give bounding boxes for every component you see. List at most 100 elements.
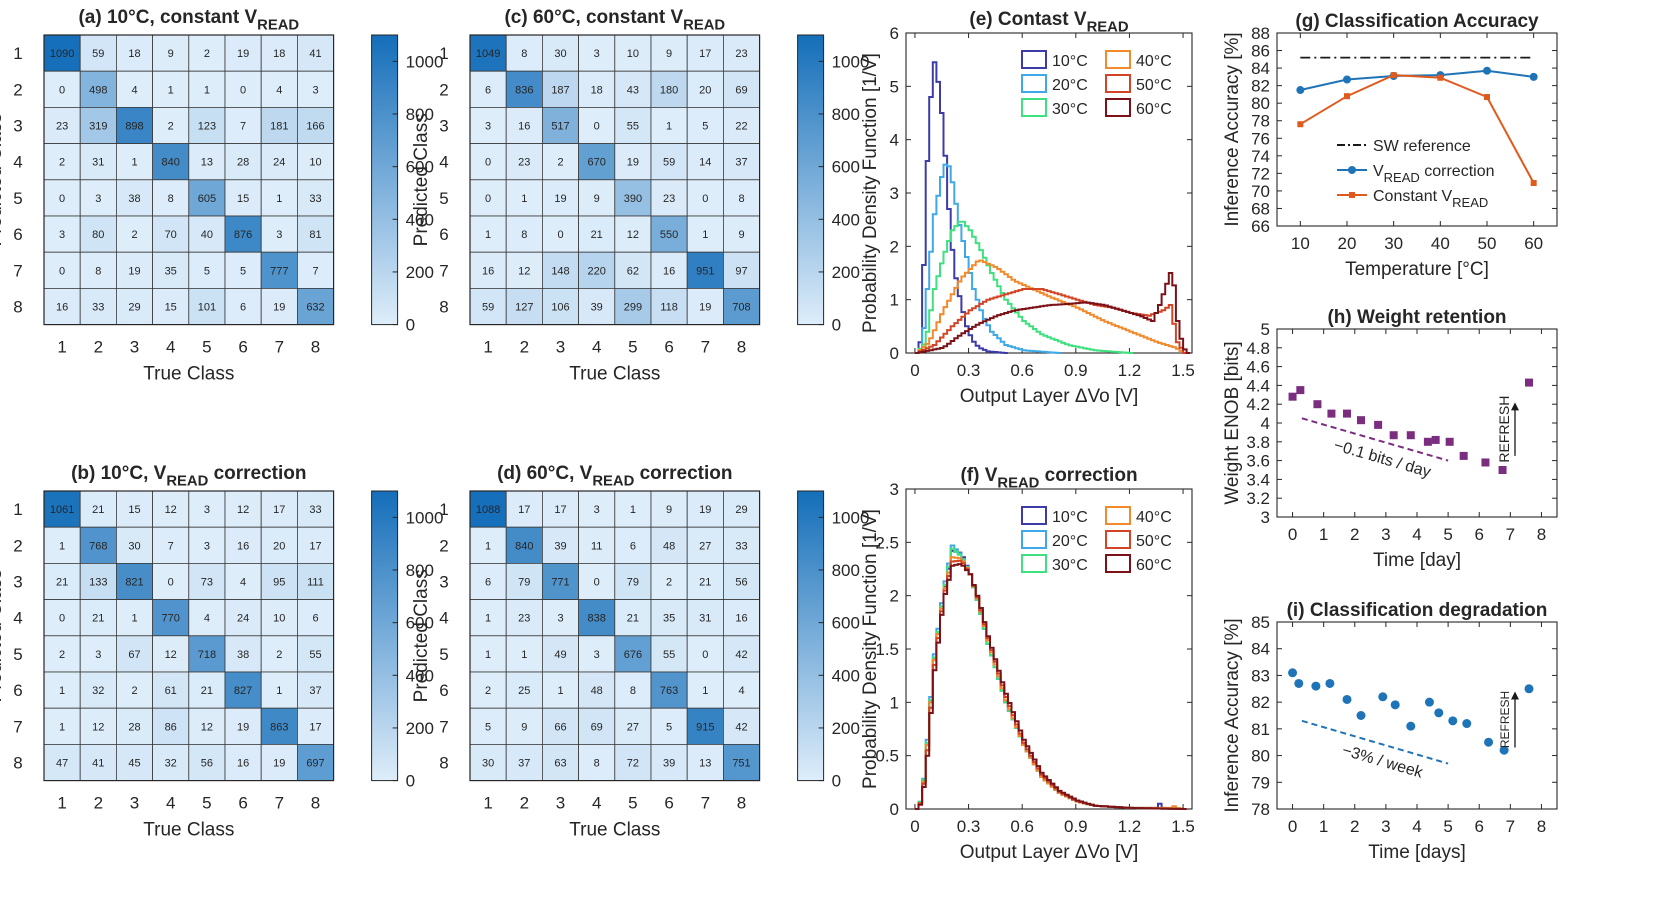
y-tick-label: 1.5 (875, 640, 899, 659)
x-tick-label: 5 (628, 338, 637, 357)
heatmap-cell (43, 251, 81, 289)
refresh-label: REFRESH (1498, 691, 1512, 748)
series-line-50c (914, 288, 1187, 354)
heatmap-cell-value: 8 (594, 758, 600, 770)
heatmap-cell (116, 251, 154, 289)
heatmap-cell (79, 635, 117, 673)
heatmap-cell (79, 707, 117, 745)
heatmap-cell-value: 3 (204, 540, 210, 552)
colorbar (797, 34, 825, 326)
y-tick-label: 3.4 (1246, 470, 1270, 489)
legend-label-text: SW reference (1373, 138, 1471, 155)
heatmap-cell-value: 697 (306, 758, 324, 770)
heatmap-cell-value: 23 (518, 157, 530, 169)
heatmap-cell-value: 550 (660, 229, 678, 241)
pdf-chart-f: 0 0.3 0.6 0.9 1.2 1.5 0 0.5 1 1.5 2 2.5 3 Output Laye… (860, 465, 1195, 863)
y-tick-label: 81 (1251, 720, 1270, 739)
legend-label: Constant VREAD (1373, 188, 1488, 210)
colorbar-tick-label: 800 (832, 105, 860, 124)
heatmap-cell (578, 526, 616, 564)
heatmap-cell (260, 599, 298, 637)
heatmap-cell-value: 148 (551, 265, 569, 277)
heatmap-cell (224, 707, 262, 745)
heatmap-cell-value: 101 (198, 302, 216, 314)
heatmap-cell-value: 3 (312, 84, 318, 96)
data-point (1378, 692, 1388, 702)
heatmap-cell-value: 32 (165, 758, 177, 770)
y-axis-label: Predicted Class (411, 569, 432, 702)
y-tick-label: 5 (13, 645, 22, 664)
heatmap-cell-value: 1061 (50, 504, 74, 516)
heatmap-cell-value: 3 (594, 649, 600, 661)
data-point (1389, 431, 1398, 440)
heatmap-cell-value: 390 (624, 193, 642, 205)
heatmap-cell-value: 3 (59, 229, 65, 241)
heatmap-cell (469, 287, 507, 325)
heatmap-cell-value: 55 (309, 649, 321, 661)
heatmap-cell (505, 599, 543, 637)
x-tick-label: 6 (1474, 817, 1483, 836)
heatmap-cell (469, 599, 507, 637)
x-tick-label: 8 (1537, 817, 1546, 836)
colorbar-tick-label: 200 (406, 719, 434, 738)
colorbar-tick-label: 400 (832, 666, 860, 685)
x-tick-label: 2 (1350, 525, 1359, 544)
x-tick-label: 7 (701, 338, 710, 357)
y-tick-label: 80 (1251, 94, 1270, 113)
heatmap-title-b-sub: READ (166, 474, 208, 490)
x-tick-label: 0.6 (1010, 361, 1034, 380)
legend-marker (1349, 192, 1355, 198)
data-point (1481, 458, 1490, 467)
y-tick-label: 1 (13, 44, 22, 63)
heatmap-cell (614, 599, 652, 637)
colorbar-tick-label: 600 (832, 614, 860, 633)
colorbar (797, 490, 825, 782)
x-tick-label: 4 (1412, 817, 1421, 836)
heatmap-frame (469, 490, 761, 782)
trend-line (1301, 417, 1449, 462)
x-tick-label: 2 (1350, 817, 1359, 836)
heatmap-cell-value: 4 (738, 685, 744, 697)
heatmap-cell (614, 744, 652, 782)
heatmap-cell-value: 9 (521, 721, 527, 733)
y-tick-label: 5 (439, 189, 448, 208)
y-tick-label: 82 (1251, 693, 1270, 712)
data-point (1296, 386, 1305, 395)
colorbar-tick-label: 800 (406, 105, 434, 124)
x-tick-label: 3 (556, 338, 565, 357)
legend-marker (1348, 166, 1356, 174)
x-tick-label: 4 (166, 794, 175, 813)
accuracy-series-line (1299, 74, 1535, 184)
refresh-label: REFRESH (1496, 396, 1512, 463)
pdf-title-e-sub: READ (1087, 20, 1129, 36)
heatmap-cell (686, 526, 724, 564)
heatmap-cell (469, 707, 507, 745)
x-tick-label: 1 (483, 338, 492, 357)
colorbar-tick-label: 1000 (406, 52, 444, 71)
x-tick-label: 8 (737, 338, 746, 357)
trend-line (1301, 719, 1449, 765)
heatmap-cell-value: 45 (128, 758, 140, 770)
heatmap-cell (614, 490, 652, 528)
legend-swatch (1021, 98, 1047, 117)
heatmap-cell-value: 17 (273, 504, 285, 516)
heatmap-cell-value: 180 (660, 84, 678, 96)
heatmap-cell (469, 34, 507, 72)
heatmap-cell (188, 215, 226, 253)
heatmap-cell-value: 0 (59, 84, 65, 96)
heatmap-cell (614, 179, 652, 217)
heatmap-cell (79, 599, 117, 637)
heatmap-cell-value: 8 (168, 193, 174, 205)
heatmap-cell-value: 187 (551, 84, 569, 96)
heatmap-cell (224, 251, 262, 289)
heatmap-cell-value: 19 (237, 48, 249, 60)
data-point (1424, 697, 1434, 707)
y-tick-label: 6 (439, 225, 448, 244)
legend-label-sub: READ (1452, 195, 1488, 210)
y-tick-label: 74 (1251, 147, 1270, 166)
y-tick-label: 4.4 (1246, 376, 1270, 395)
y-tick-label: 2 (890, 587, 899, 606)
heatmap-cell (116, 215, 154, 253)
